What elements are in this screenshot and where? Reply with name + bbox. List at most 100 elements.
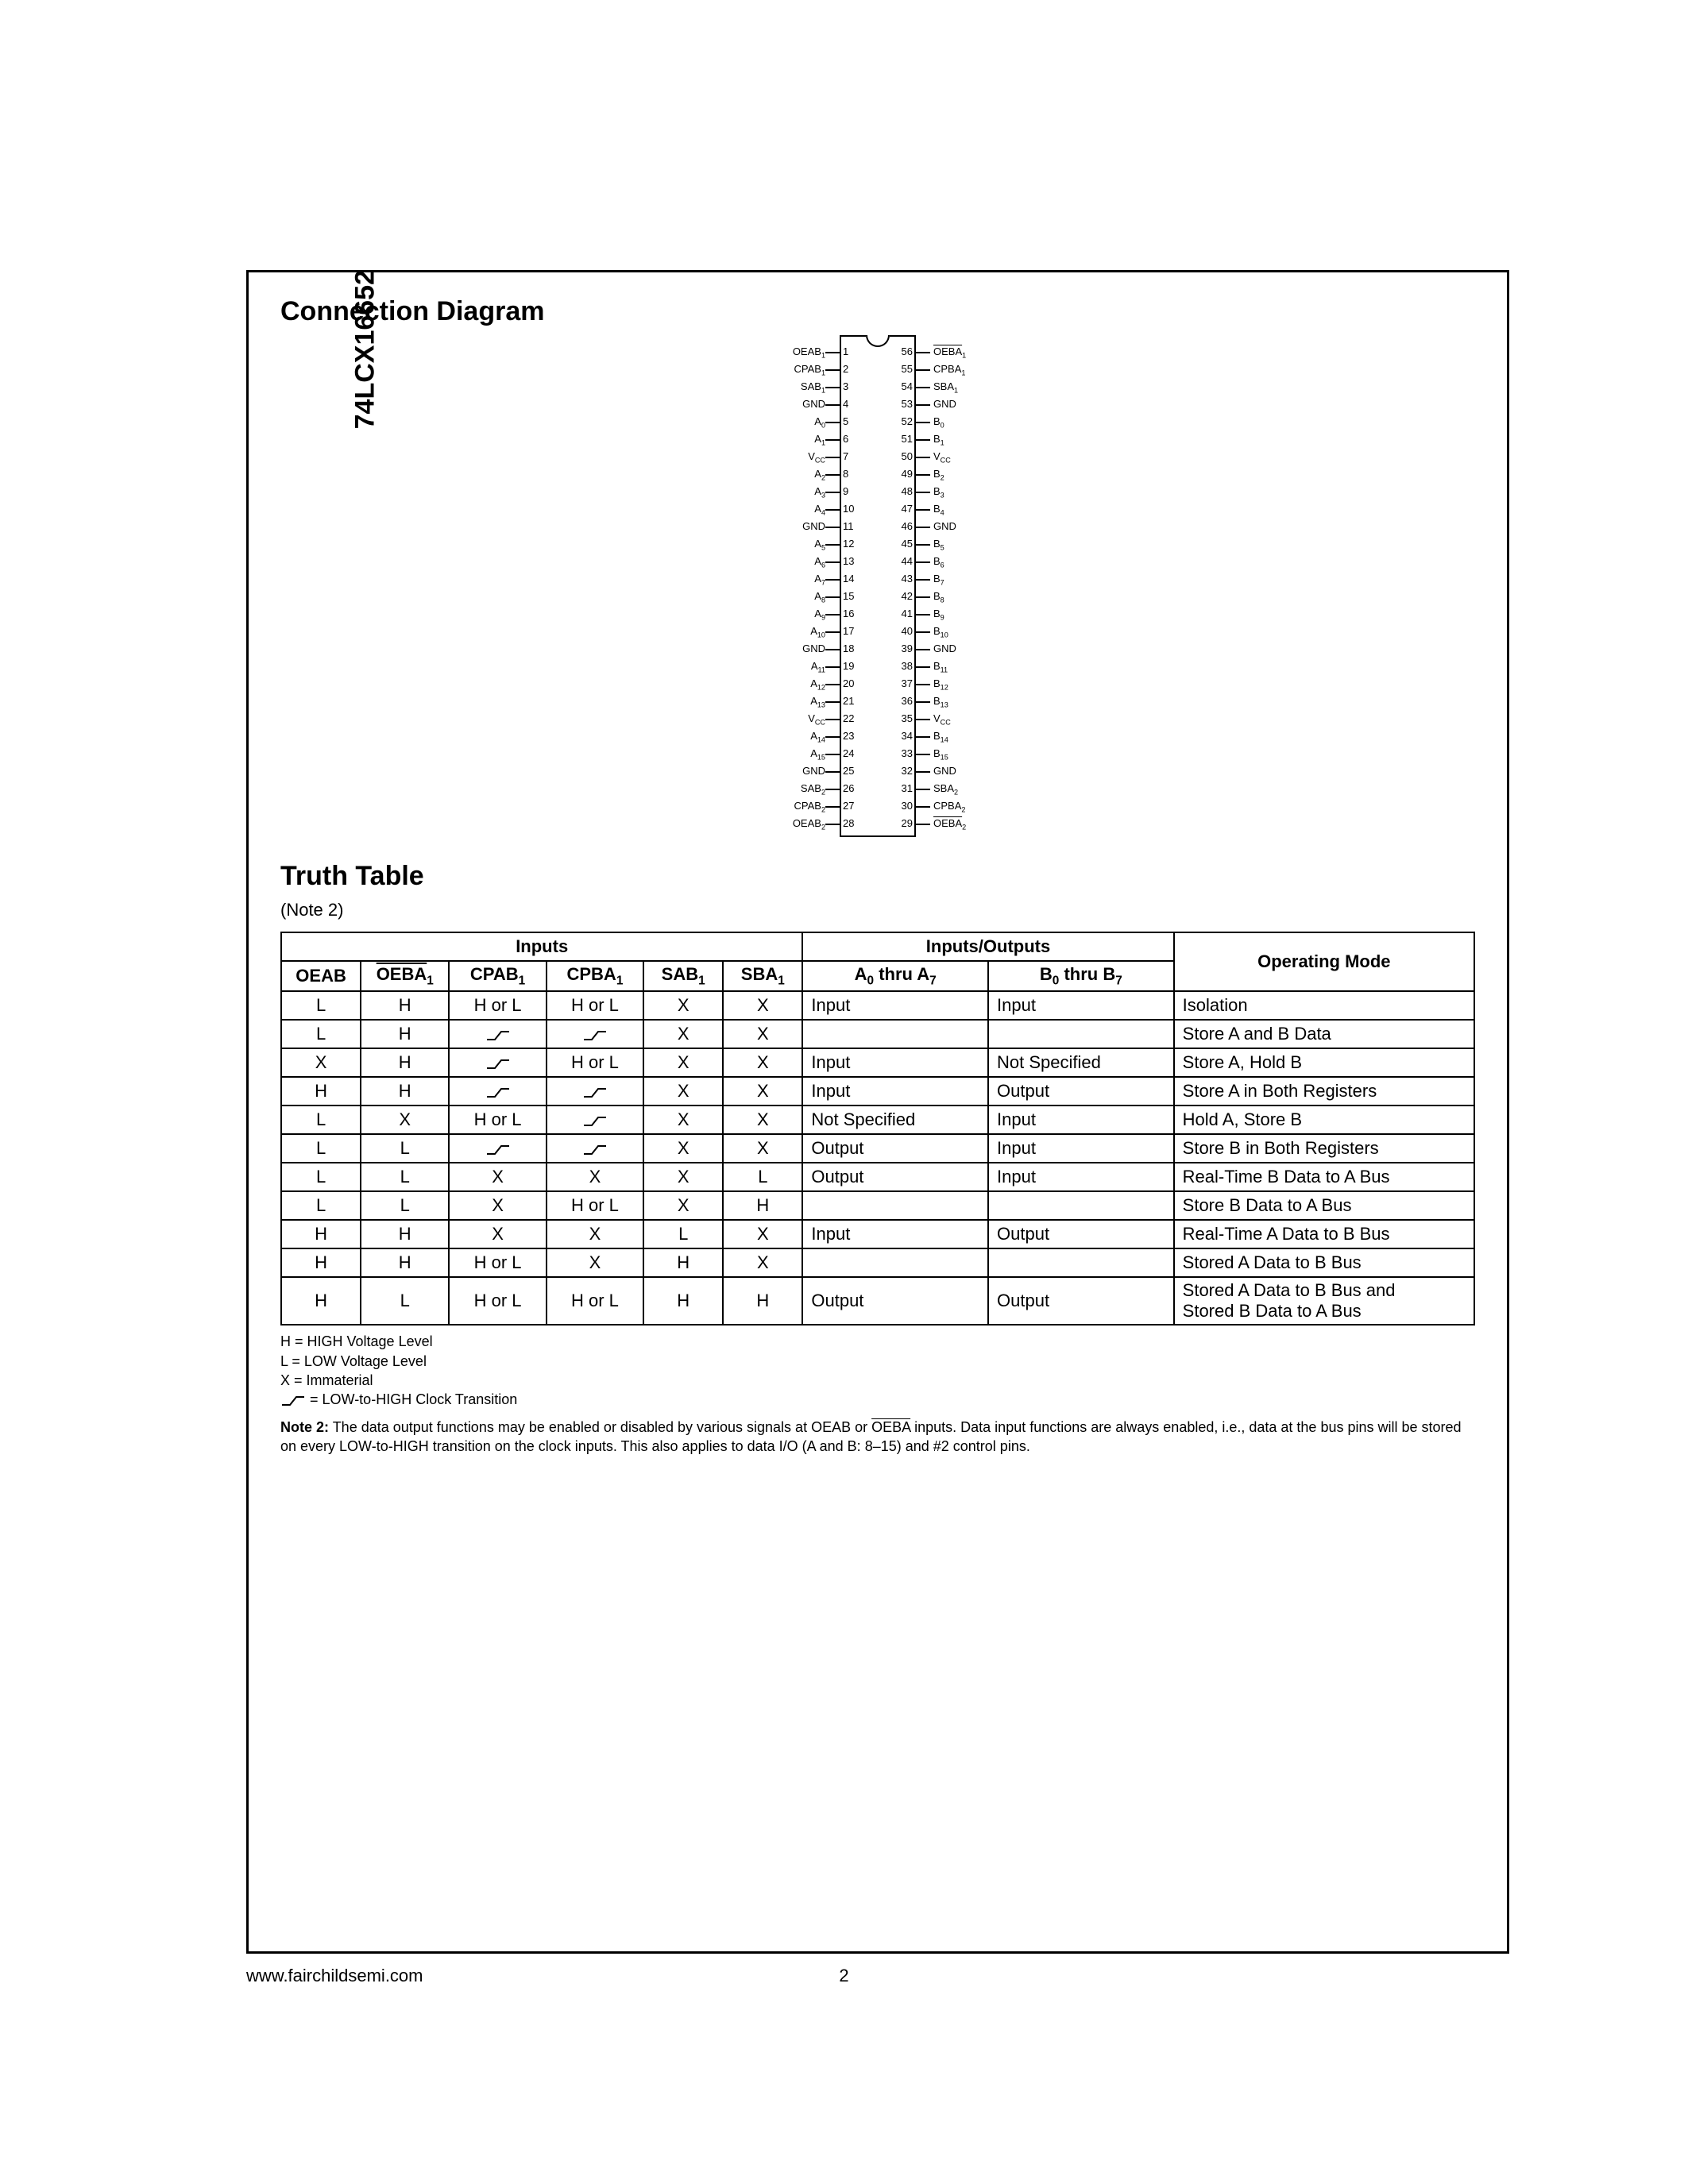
cell: Not Specified bbox=[988, 1048, 1174, 1077]
cell: Output bbox=[988, 1277, 1174, 1325]
note-2-text: The data output functions may be enabled… bbox=[280, 1419, 1462, 1454]
pin-14-number: 14 bbox=[843, 570, 854, 588]
pin-2-number: 2 bbox=[843, 361, 848, 378]
pin-41-label: B9 bbox=[933, 605, 944, 623]
pin-22-label: VCC bbox=[808, 710, 825, 727]
legend: H = HIGH Voltage Level L = LOW Voltage L… bbox=[280, 1332, 1475, 1409]
pin-10-label: A4 bbox=[814, 500, 825, 518]
cell: H bbox=[281, 1077, 361, 1106]
pin-17-number: 17 bbox=[843, 623, 854, 640]
cell: H or L bbox=[449, 1277, 546, 1325]
pin-12-label: A5 bbox=[814, 535, 825, 553]
pin-20-label: A12 bbox=[810, 675, 825, 693]
table-row: LXH or LXXNot SpecifiedInputHold A, Stor… bbox=[281, 1106, 1474, 1134]
th-col-2: CPAB1 bbox=[449, 961, 546, 991]
pin-9-label: A3 bbox=[814, 483, 825, 500]
pin-26-number: 26 bbox=[843, 780, 854, 797]
cell: H or L bbox=[547, 1191, 643, 1220]
pin-15-number: 15 bbox=[843, 588, 854, 605]
legend-h: H = HIGH Voltage Level bbox=[280, 1332, 1475, 1351]
pin-48-number: 48 bbox=[902, 483, 913, 500]
cell bbox=[988, 1248, 1174, 1277]
cell: Input bbox=[988, 1134, 1174, 1163]
pin-10-number: 10 bbox=[843, 500, 854, 518]
cell: X bbox=[547, 1163, 643, 1191]
pin-11-number: 11 bbox=[843, 518, 854, 535]
cell: H or L bbox=[547, 1048, 643, 1077]
pin-46-label: GND bbox=[933, 518, 956, 535]
table-row: LLXH or LXHStore B Data to A Bus bbox=[281, 1191, 1474, 1220]
pin-37-number: 37 bbox=[902, 675, 913, 693]
cell: H bbox=[281, 1277, 361, 1325]
cell: X bbox=[449, 1163, 546, 1191]
cell: Input bbox=[988, 991, 1174, 1020]
cell bbox=[802, 1191, 988, 1220]
pin-44-number: 44 bbox=[902, 553, 913, 570]
mode-cell: Stored A Data to B Bus bbox=[1174, 1248, 1474, 1277]
cell bbox=[449, 1048, 546, 1077]
cell bbox=[988, 1191, 1174, 1220]
pin-23-number: 23 bbox=[843, 727, 854, 745]
cell: L bbox=[361, 1134, 449, 1163]
mode-cell: Store B in Both Registers bbox=[1174, 1134, 1474, 1163]
table-row: LLXXXLOutputInputReal-Time B Data to A B… bbox=[281, 1163, 1474, 1191]
cell bbox=[547, 1020, 643, 1048]
table-row: HHH or LXHXStored A Data to B Bus bbox=[281, 1248, 1474, 1277]
pin-49-number: 49 bbox=[902, 465, 913, 483]
cell: H bbox=[361, 991, 449, 1020]
pin-38-number: 38 bbox=[902, 658, 913, 675]
pin-42-number: 42 bbox=[902, 588, 913, 605]
connection-diagram-heading: Connection Diagram bbox=[280, 296, 1475, 327]
mode-cell: Real-Time B Data to A Bus bbox=[1174, 1163, 1474, 1191]
table-row: LHH or LH or LXXInputInputIsolation bbox=[281, 991, 1474, 1020]
cell: X bbox=[547, 1248, 643, 1277]
legend-r: = LOW-to-HIGH Clock Transition bbox=[280, 1390, 1475, 1409]
pin-29-number: 29 bbox=[902, 815, 913, 832]
cell: X bbox=[361, 1106, 449, 1134]
cell: X bbox=[723, 1134, 802, 1163]
pin-38-label: B11 bbox=[933, 658, 948, 675]
mode-cell: Store A and B Data bbox=[1174, 1020, 1474, 1048]
mode-cell: Store B Data to A Bus bbox=[1174, 1191, 1474, 1220]
pin-14-label: A7 bbox=[814, 570, 825, 588]
mode-cell: Isolation bbox=[1174, 991, 1474, 1020]
pin-6-label: A1 bbox=[814, 430, 825, 448]
cell bbox=[547, 1134, 643, 1163]
cell: Output bbox=[802, 1277, 988, 1325]
pin-30-number: 30 bbox=[902, 797, 913, 815]
cell: L bbox=[361, 1277, 449, 1325]
legend-l: L = LOW Voltage Level bbox=[280, 1352, 1475, 1371]
cell: Not Specified bbox=[802, 1106, 988, 1134]
mode-cell: Hold A, Store B bbox=[1174, 1106, 1474, 1134]
cell: X bbox=[547, 1220, 643, 1248]
pin-40-label: B10 bbox=[933, 623, 948, 640]
cell: X bbox=[643, 1106, 723, 1134]
pin-13-number: 13 bbox=[843, 553, 854, 570]
cell: L bbox=[281, 1163, 361, 1191]
pin-44-label: B6 bbox=[933, 553, 944, 570]
cell: H or L bbox=[449, 1106, 546, 1134]
pin-43-label: B7 bbox=[933, 570, 944, 588]
pin-20-number: 20 bbox=[843, 675, 854, 693]
pin-33-number: 33 bbox=[902, 745, 913, 762]
pin-41-number: 41 bbox=[902, 605, 913, 623]
cell: H bbox=[361, 1020, 449, 1048]
pin-34-label: B14 bbox=[933, 727, 948, 745]
cell: X bbox=[643, 1048, 723, 1077]
pin-7-number: 7 bbox=[843, 448, 848, 465]
pin-54-number: 54 bbox=[902, 378, 913, 396]
pin-45-label: B5 bbox=[933, 535, 944, 553]
pin-53-label: GND bbox=[933, 396, 956, 413]
cell: H bbox=[361, 1048, 449, 1077]
note-2-label: Note 2: bbox=[280, 1419, 329, 1435]
pin-37-label: B12 bbox=[933, 675, 948, 693]
pin-23-label: A14 bbox=[810, 727, 825, 745]
cell: X bbox=[723, 1077, 802, 1106]
pin-48-label: B3 bbox=[933, 483, 944, 500]
cell: X bbox=[723, 1048, 802, 1077]
cell: X bbox=[723, 1020, 802, 1048]
cell: H bbox=[361, 1220, 449, 1248]
pin-26-label: SAB2 bbox=[801, 780, 825, 797]
pin-55-label: CPBA1 bbox=[933, 361, 965, 378]
cell bbox=[449, 1134, 546, 1163]
